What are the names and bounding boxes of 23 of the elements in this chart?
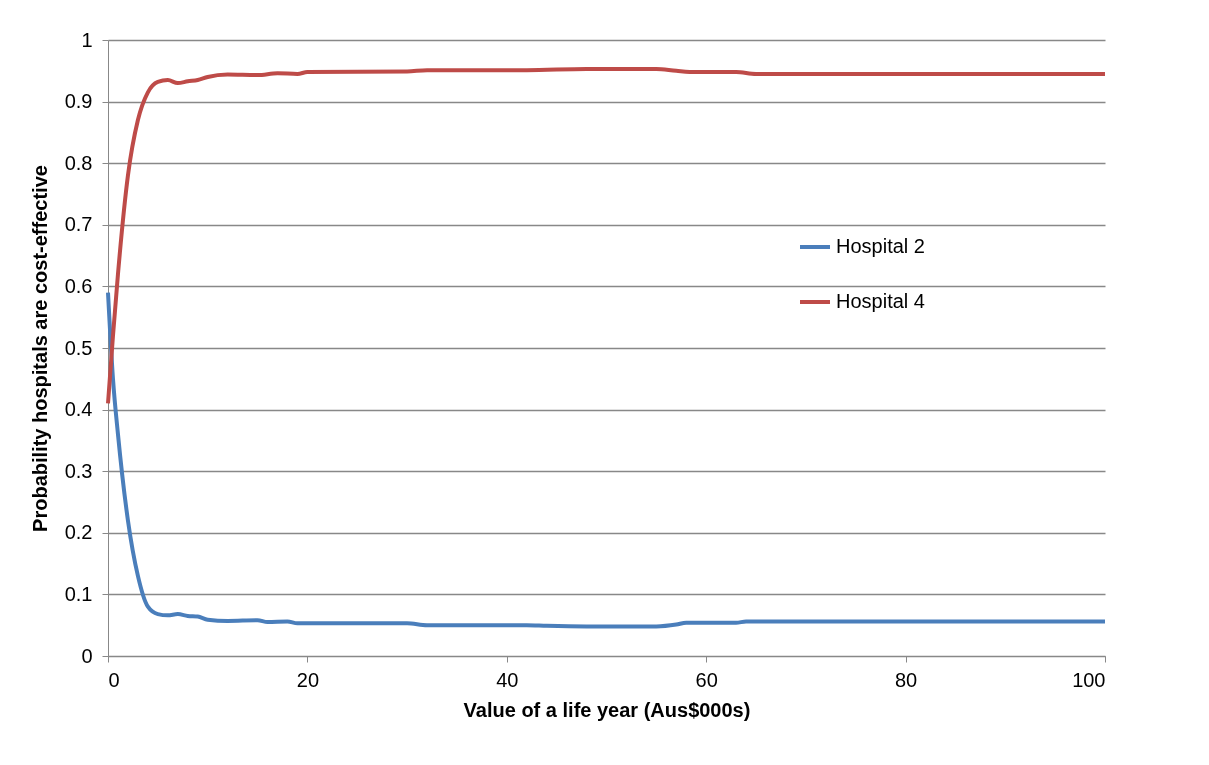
legend-label: Hospital 4 <box>836 290 925 312</box>
x-tick-label: 60 <box>695 668 718 691</box>
y-tick-label: 0.1 <box>64 582 93 605</box>
x-tick-label: 100 <box>1072 668 1106 691</box>
y-tick-label: 0.7 <box>64 213 93 236</box>
y-tick-label: 0 <box>81 644 93 667</box>
x-tick-label: 40 <box>496 668 519 691</box>
x-axis-title: Value of a life year (Aus$000s) <box>463 698 751 721</box>
y-tick-label: 0.9 <box>64 90 93 113</box>
y-tick-label: 0.6 <box>64 274 93 297</box>
y-tick-label: 0.2 <box>64 521 93 544</box>
line-series <box>106 290 1107 629</box>
line-series <box>106 66 1107 406</box>
y-tick-label: 1 <box>81 28 93 51</box>
y-tick-label: 0.4 <box>64 398 93 421</box>
y-tick-label: 0.5 <box>64 336 93 359</box>
x-tick-label: 80 <box>894 668 918 691</box>
legend-label: Hospital 2 <box>836 235 925 257</box>
x-tick-label: 0 <box>108 668 120 691</box>
y-axis-title: Probability hospitals are cost-effective <box>28 165 51 532</box>
y-tick-label: 0.8 <box>64 151 93 174</box>
x-tick-label: 20 <box>296 668 320 691</box>
y-tick-label: 0.3 <box>64 459 93 482</box>
